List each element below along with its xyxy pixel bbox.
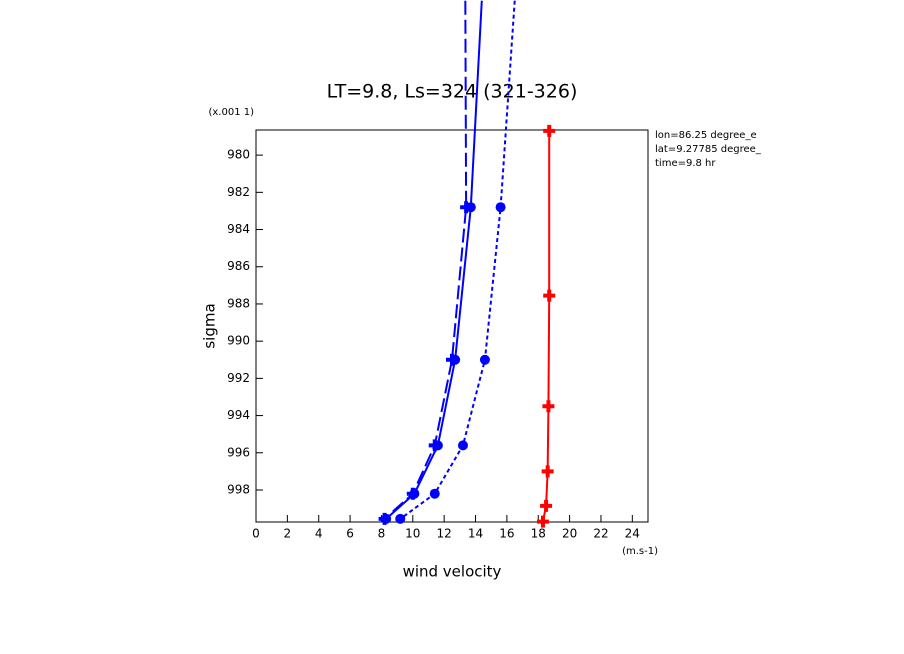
series-line	[399, 0, 516, 520]
point	[378, 512, 391, 525]
chart-title: LT=9.8, Ls=324 (321-326)	[327, 81, 578, 103]
point	[395, 513, 406, 524]
y-tick-label: 994	[227, 408, 250, 422]
y-tick-label: 984	[227, 222, 250, 236]
annotation: lat=9.27785 degree_	[655, 144, 762, 155]
annotation: lon=86.25 degree_e	[655, 130, 757, 141]
point	[541, 465, 554, 478]
x-tick-label: 4	[315, 527, 323, 541]
x-tick-label: 8	[378, 527, 386, 541]
series-line	[383, 0, 468, 520]
y-tick-label: 996	[227, 445, 250, 459]
x-tick-label: 14	[468, 527, 483, 541]
x-tick-label: 16	[499, 527, 514, 541]
x-axis-label: wind velocity	[403, 563, 502, 581]
x-tick-label: 12	[437, 527, 452, 541]
x-tick-label: 10	[405, 527, 420, 541]
point	[479, 354, 490, 365]
point	[406, 487, 419, 500]
x-tick-label: 6	[346, 527, 354, 541]
point	[542, 400, 555, 413]
x-tick-label: 20	[562, 527, 577, 541]
y-tick-label: 980	[227, 148, 250, 162]
x-tick-label: 22	[593, 527, 608, 541]
y-tick-label: 988	[227, 296, 250, 310]
y-axis-label: sigma	[201, 303, 219, 348]
x-tick-label: 0	[252, 527, 260, 541]
point	[540, 499, 553, 512]
point	[429, 488, 440, 499]
series-line	[385, 0, 483, 520]
point	[543, 289, 556, 302]
x-units: (m.s-1)	[622, 546, 658, 557]
y-units: (x.001 1)	[208, 107, 254, 118]
point	[536, 515, 549, 528]
point	[543, 124, 556, 137]
x-tick-label: 18	[531, 527, 546, 541]
y-tick-label: 990	[227, 334, 250, 348]
y-tick-label: 982	[227, 185, 250, 199]
y-tick-label: 986	[227, 259, 250, 273]
x-tick-label: 2	[284, 527, 292, 541]
point	[446, 353, 458, 366]
x-tick-label: 24	[625, 527, 640, 541]
annotation: time=9.8 hr	[655, 158, 716, 169]
series-line	[541, 130, 551, 522]
plot-frame	[255, 129, 649, 523]
y-tick-label: 998	[227, 483, 250, 497]
point	[495, 202, 506, 213]
y-tick-label: 992	[227, 371, 250, 385]
point	[460, 201, 473, 214]
point	[428, 439, 441, 452]
point	[457, 440, 468, 451]
